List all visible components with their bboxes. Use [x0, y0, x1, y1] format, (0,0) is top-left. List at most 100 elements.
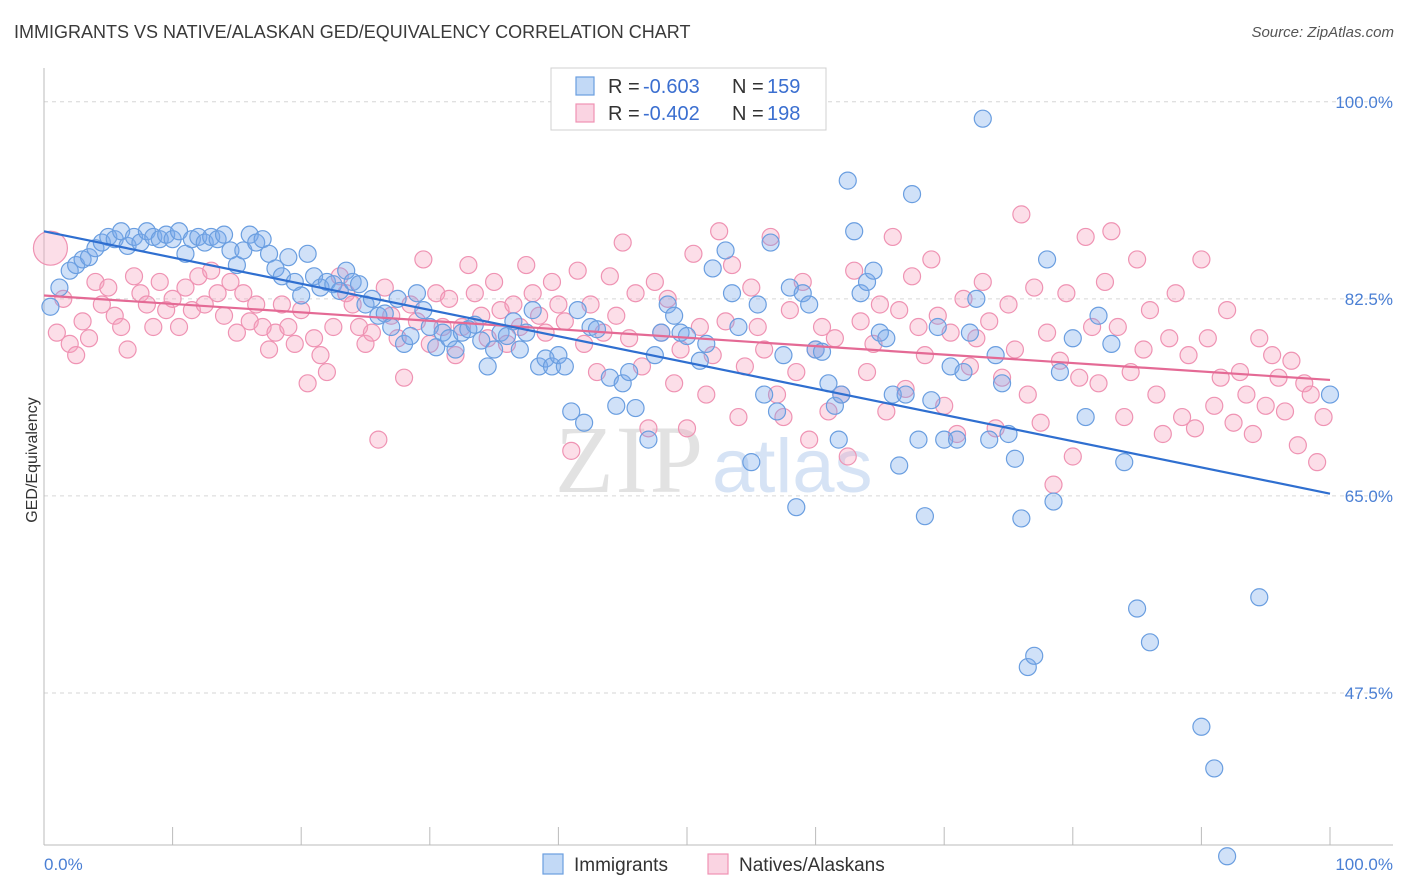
- point-natives-149: [1005, 340, 1025, 359]
- point-natives-27: [221, 272, 240, 292]
- point-immigrants-111: [793, 284, 812, 303]
- point-natives-108: [742, 278, 761, 297]
- point-immigrants-126: [883, 385, 902, 404]
- y-tick-label-0: 47.5%: [1345, 684, 1393, 703]
- point-natives-25: [208, 284, 227, 303]
- point-immigrants-90: [639, 430, 658, 449]
- point-natives-186: [1243, 424, 1262, 444]
- point-natives-173: [1160, 329, 1179, 348]
- point-natives-136: [922, 250, 941, 269]
- point-immigrants-150: [1044, 492, 1063, 511]
- point-natives-158: [1063, 447, 1082, 466]
- legend-r-label-natives: R =: [608, 103, 645, 125]
- point-immigrants-123: [864, 261, 883, 280]
- point-natives-179: [1198, 329, 1217, 348]
- point-natives-0: [47, 323, 66, 342]
- point-immigrants-79: [555, 357, 574, 376]
- point-natives-171: [1147, 385, 1166, 404]
- point-natives-36: [279, 317, 298, 337]
- point-natives-157: [1057, 284, 1076, 303]
- point-immigrants-102: [729, 317, 748, 337]
- point-natives-168: [1127, 250, 1147, 269]
- point-natives-5: [79, 329, 99, 348]
- point-immigrants-80: [562, 402, 581, 421]
- watermark-zip: ZIP: [555, 406, 705, 513]
- point-immigrants-93: [658, 295, 677, 314]
- y-tick-label-1: 65.0%: [1345, 487, 1393, 506]
- point-immigrants-145: [1005, 449, 1025, 468]
- legend-n-label-natives: N =: [732, 103, 769, 125]
- point-natives-111: [761, 227, 780, 247]
- point-immigrants-119: [838, 171, 857, 190]
- point-natives-162: [1089, 374, 1108, 393]
- point-immigrants-67: [478, 357, 497, 376]
- point-natives-133: [902, 267, 922, 286]
- point-immigrants-146: [1012, 509, 1031, 528]
- point-natives-82: [575, 334, 594, 353]
- point-natives-68: [485, 272, 504, 292]
- point-natives-185: [1237, 385, 1256, 404]
- point-immigrants-143: [992, 374, 1012, 393]
- point-immigrants-5: [79, 248, 99, 267]
- point-natives-100: [690, 317, 709, 337]
- point-immigrants-141: [980, 430, 999, 449]
- point-immigrants-137: [954, 362, 973, 382]
- point-natives-64: [459, 255, 478, 275]
- point-natives-80: [562, 441, 581, 460]
- point-immigrants-62: [446, 340, 465, 359]
- point-natives-165: [1108, 317, 1127, 337]
- point-immigrants-131: [915, 507, 935, 526]
- x-tick-labels: 0.0% 100.0%: [44, 855, 1393, 874]
- point-natives-86: [600, 267, 619, 286]
- point-immigrants-87: [613, 374, 632, 393]
- point-immigrants-0: [41, 297, 60, 316]
- point-natives-12: [124, 267, 144, 286]
- legend-swatch-natives: [575, 103, 595, 123]
- point-natives-29: [234, 284, 253, 303]
- point-natives-180: [1205, 396, 1224, 415]
- bottom-legend-swatch-immigrants: [542, 853, 564, 875]
- point-immigrants-39: [298, 244, 317, 263]
- y-axis-title: GED/Equivalency: [24, 397, 41, 522]
- point-natives-174: [1166, 284, 1185, 303]
- point-natives-78: [549, 295, 568, 314]
- point-immigrants-104: [748, 295, 767, 314]
- point-natives-182: [1218, 301, 1237, 320]
- point-natives-114: [780, 301, 799, 320]
- point-immigrants-159: [1192, 717, 1211, 736]
- point-immigrants-89: [626, 398, 645, 418]
- top-legend: R = -0.603 N = 159 R = -0.402 N = 198: [550, 67, 827, 131]
- point-immigrants-155: [1102, 334, 1121, 353]
- point-natives-9: [105, 306, 124, 325]
- point-natives-95: [658, 289, 677, 308]
- point-natives-191: [1275, 402, 1295, 421]
- point-natives-10: [112, 317, 131, 337]
- point-immigrants-161: [1218, 847, 1237, 866]
- point-immigrants-52: [382, 317, 401, 337]
- x-tick-label-min: 0.0%: [44, 855, 83, 874]
- point-natives-148: [999, 295, 1018, 314]
- legend-r-value-natives: -0.402: [643, 103, 700, 125]
- axes: [43, 68, 1393, 846]
- series-natives-points: [32, 205, 1333, 494]
- point-immigrants-149: [1037, 250, 1057, 269]
- point-natives-166: [1115, 407, 1134, 427]
- point-immigrants-152: [1063, 329, 1082, 348]
- point-natives-57: [414, 250, 433, 269]
- point-immigrants-68: [485, 340, 504, 359]
- point-natives-33: [259, 340, 279, 359]
- point-natives-151: [1018, 385, 1037, 404]
- point-natives-65: [465, 284, 484, 303]
- point-immigrants-122: [857, 272, 877, 292]
- point-natives-121: [825, 329, 844, 348]
- point-immigrants-127: [890, 456, 909, 475]
- point-natives-88: [613, 233, 632, 252]
- point-immigrants-130: [909, 430, 928, 449]
- point-natives-74: [523, 284, 542, 303]
- point-natives-71: [504, 295, 523, 314]
- point-immigrants-38: [292, 286, 311, 305]
- point-natives-123: [838, 447, 857, 466]
- point-natives-99: [684, 244, 703, 263]
- point-natives-109: [748, 317, 767, 337]
- x-tick-label-max: 100.0%: [1335, 855, 1393, 874]
